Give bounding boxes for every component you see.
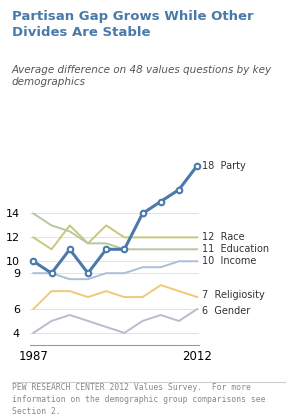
Text: 18  Party: 18 Party xyxy=(202,161,245,171)
Text: Partisan Gap Grows While Other
Divides Are Stable: Partisan Gap Grows While Other Divides A… xyxy=(12,10,254,39)
Text: PEW RESEARCH CENTER 2012 Values Survey.  For more
information on the demographic: PEW RESEARCH CENTER 2012 Values Survey. … xyxy=(12,383,266,416)
Text: 12  Race: 12 Race xyxy=(202,232,244,242)
Text: 7  Religiosity: 7 Religiosity xyxy=(202,290,264,300)
Text: Average difference on 48 values questions by key
demographics: Average difference on 48 values question… xyxy=(12,65,272,87)
Text: 6  Gender: 6 Gender xyxy=(202,306,250,316)
Text: 11  Education: 11 Education xyxy=(202,244,269,254)
Text: 10  Income: 10 Income xyxy=(202,256,256,266)
